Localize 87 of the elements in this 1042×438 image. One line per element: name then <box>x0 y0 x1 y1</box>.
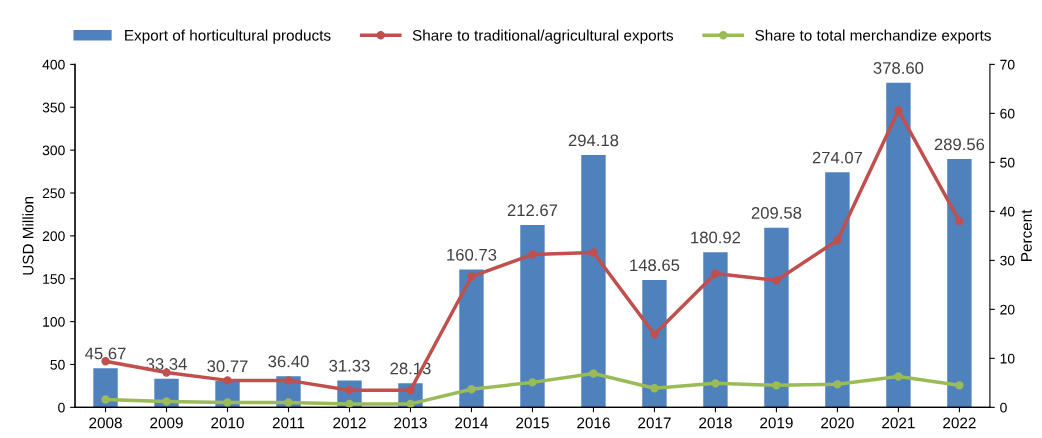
point <box>101 395 110 404</box>
y-tick-label: 200 <box>42 231 65 242</box>
y-tick-label: 50 <box>50 359 65 370</box>
point <box>955 216 964 226</box>
data-label: 274.07 <box>812 151 863 164</box>
legend-label: Export of horticultural products <box>125 29 331 44</box>
x-tick-label: 2008 <box>89 417 122 429</box>
data-label: 294.18 <box>568 134 619 147</box>
x-tick-label: 2018 <box>699 417 732 429</box>
data-label: 33.34 <box>146 358 187 370</box>
point <box>223 376 232 385</box>
y2-tick-label: 40 <box>999 206 1015 217</box>
y-tick-label: 400 <box>42 59 65 70</box>
data-label: 209.58 <box>751 207 802 219</box>
bar <box>642 279 667 408</box>
y-tick-label: 300 <box>42 145 65 156</box>
x-tick-label: 2010 <box>211 417 244 429</box>
point <box>833 380 842 389</box>
y-tick-label: 150 <box>43 274 65 284</box>
bar <box>886 82 911 408</box>
point <box>467 385 476 394</box>
y-tick-label: 350 <box>42 102 65 113</box>
point <box>833 236 842 245</box>
point <box>772 381 781 390</box>
x-tick-label: 2020 <box>821 417 854 429</box>
legend-label: Share to traditional/agricultural exports <box>412 29 674 44</box>
x-tick-label: 2012 <box>333 417 366 429</box>
legend-label: Share to total merchandize exports <box>755 29 991 44</box>
data-label: 160.73 <box>447 248 497 261</box>
y2-tick-label: 60 <box>1000 108 1015 119</box>
x-tick-label: 2009 <box>150 417 183 429</box>
data-label: 212.67 <box>507 204 558 217</box>
data-label: 45.67 <box>85 347 126 360</box>
point <box>711 269 720 278</box>
y-tick-label: 0 <box>58 402 65 413</box>
data-label: 36.40 <box>268 355 309 368</box>
x-tick-label: 2021 <box>882 417 915 429</box>
bar <box>520 225 545 408</box>
data-label: 289.56 <box>934 138 985 151</box>
y-axis-title: USD Million <box>22 196 34 275</box>
x-tick-label: 2015 <box>516 417 549 429</box>
y2-tick-label: 20 <box>1000 304 1015 315</box>
bar <box>581 155 606 408</box>
y2-tick-label: 0 <box>1000 402 1007 413</box>
y2-tick-label: 70 <box>1000 59 1015 70</box>
point <box>772 276 781 285</box>
x-tick-label: 2013 <box>394 417 427 429</box>
point <box>650 384 659 393</box>
point <box>406 399 415 408</box>
point <box>955 381 964 390</box>
bar <box>764 227 789 408</box>
point <box>223 398 232 407</box>
point <box>894 372 903 381</box>
bar <box>459 269 484 408</box>
point <box>650 330 659 339</box>
y-tick-label: 100 <box>43 316 65 327</box>
y-tick-label: 250 <box>42 188 65 199</box>
point <box>589 369 598 378</box>
data-label: 31.33 <box>329 359 370 372</box>
data-label: 180.92 <box>691 231 741 244</box>
x-tick-label: 2014 <box>455 417 489 429</box>
bar <box>825 172 850 408</box>
x-tick-label: 2019 <box>760 417 793 429</box>
point <box>162 397 171 406</box>
x-tick-label: 2011 <box>272 417 305 429</box>
y2-tick-label: 10 <box>1000 353 1015 364</box>
bar <box>703 252 728 408</box>
point <box>894 106 903 115</box>
data-label: 378.60 <box>873 62 924 74</box>
bar <box>947 159 972 408</box>
y2-tick-label: 50 <box>1000 157 1015 168</box>
point <box>467 272 476 281</box>
x-tick-label: 2022 <box>943 417 976 429</box>
point <box>711 379 720 388</box>
point <box>528 378 537 387</box>
y2-tick-label: 30 <box>1000 255 1015 266</box>
point <box>284 398 293 407</box>
point <box>345 399 354 408</box>
point <box>589 248 598 257</box>
data-label: 30.77 <box>207 360 248 373</box>
bar <box>93 368 118 408</box>
data-label: 148.65 <box>630 259 680 272</box>
point <box>284 376 293 385</box>
point <box>528 250 537 259</box>
x-tick-label: 2017 <box>638 417 671 429</box>
x-tick-label: 2016 <box>577 417 610 429</box>
y2-axis-title: Percent <box>1021 209 1032 261</box>
